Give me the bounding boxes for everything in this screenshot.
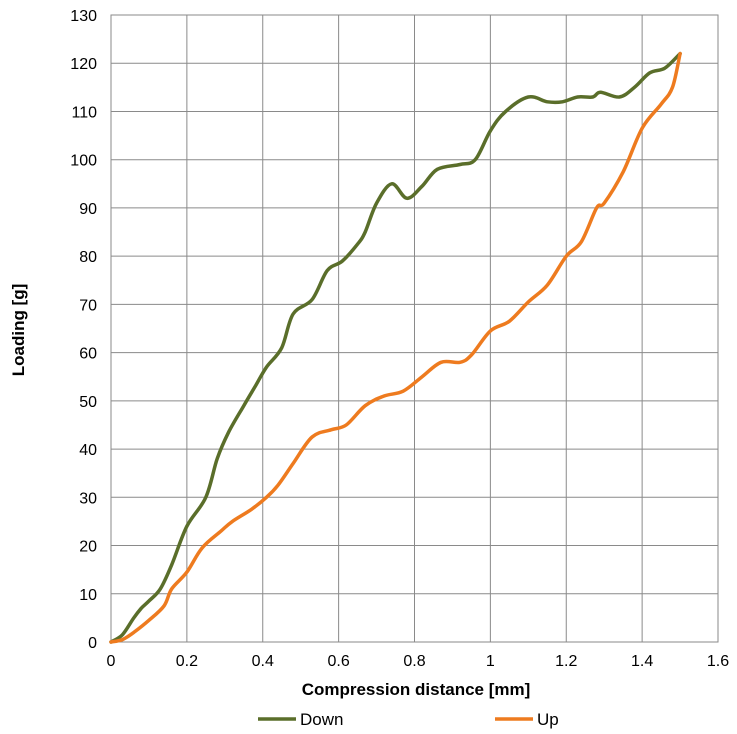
x-tick-label-8: 1.6 [707,653,729,670]
y-tick-label-4: 40 [79,442,97,459]
y-tick-labels: 0 10 20 30 40 50 60 70 80 90 100 110 120 130 [70,8,97,652]
x-tick-label-1: 0.2 [176,653,198,670]
legend-item-down: Down [258,710,343,729]
x-tick-label-3: 0.6 [328,653,350,670]
gridlines [110,14,719,643]
y-tick-label-6: 60 [79,346,97,363]
x-tick-label-2: 0.4 [252,653,274,670]
legend-label-up: Up [537,710,559,729]
x-tick-label-4: 0.8 [403,653,425,670]
x-tick-label-6: 1.2 [555,653,577,670]
x-tick-label-5: 1 [486,653,495,670]
y-tick-label-8: 80 [79,249,97,266]
series-line-up [109,51,682,644]
y-tick-label-11: 110 [71,104,97,121]
y-tick-label-9: 90 [79,201,97,218]
series-line-down [109,51,682,644]
y-tick-label-13: 130 [70,8,97,25]
y-tick-label-0: 0 [88,635,97,652]
y-tick-label-1: 10 [79,587,97,604]
legend: Down Up [258,710,559,729]
x-tick-labels: 0 0.2 0.4 0.6 0.8 1 1.2 1.4 1.6 [107,653,730,670]
x-tick-label-0: 0 [107,653,116,670]
legend-item-up: Up [495,710,559,729]
y-tick-label-10: 100 [70,153,97,170]
y-tick-label-2: 20 [79,539,97,556]
y-tick-label-5: 50 [79,394,97,411]
y-axis-title: Loading [g] [9,284,28,377]
x-axis-title: Compression distance [mm] [302,680,531,699]
series-layer [109,51,682,644]
x-tick-label-7: 1.4 [631,653,653,670]
y-tick-label-3: 30 [79,490,97,507]
legend-label-down: Down [300,710,343,729]
y-tick-label-12: 120 [70,56,97,73]
y-tick-label-7: 70 [79,297,97,314]
